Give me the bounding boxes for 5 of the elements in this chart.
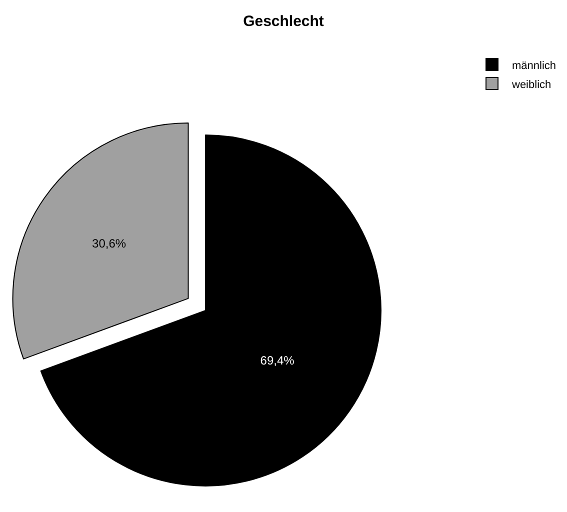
legend-label: männlich	[512, 60, 556, 72]
data-label: 69,4%	[260, 354, 295, 368]
data-label: 30,6%	[92, 236, 126, 250]
legend-label: weiblich	[511, 78, 552, 91]
chart-title: Geschlecht	[243, 12, 324, 30]
